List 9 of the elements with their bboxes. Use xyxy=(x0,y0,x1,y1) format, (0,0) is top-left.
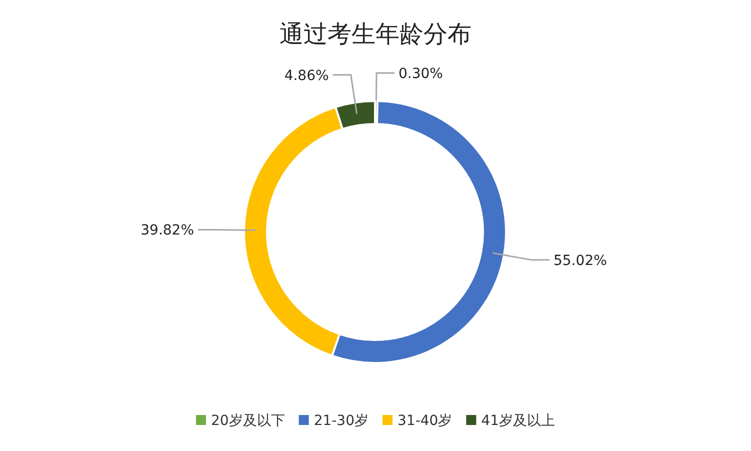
chart-title: 通过考生年龄分布 xyxy=(280,20,472,48)
legend-label: 41岁及以上 xyxy=(481,413,556,429)
legend-label: 20岁及以下 xyxy=(210,413,285,429)
data-label: 55.02% xyxy=(554,252,607,269)
legend-label: 21-30岁 xyxy=(314,413,368,429)
legend-label: 31-40岁 xyxy=(398,413,452,429)
data-label: 0.30% xyxy=(398,66,443,82)
data-label: 39.82% xyxy=(140,222,194,239)
data-label: 4.86% xyxy=(284,68,329,84)
